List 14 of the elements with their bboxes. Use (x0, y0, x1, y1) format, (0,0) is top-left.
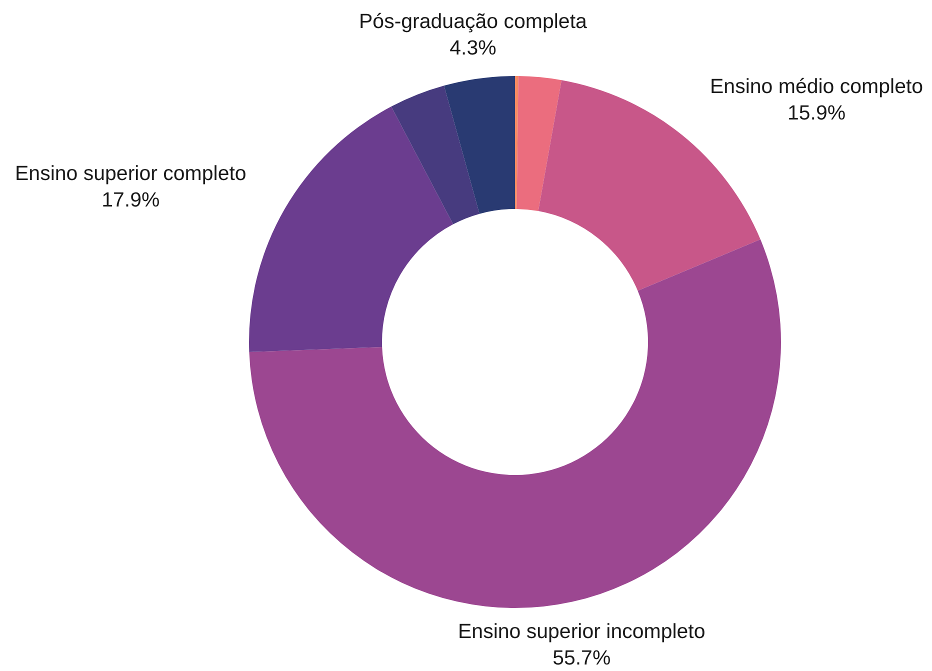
donut-slice (516, 76, 562, 212)
data-label: 15.9% (787, 102, 846, 125)
slice-label: Pós-graduação completa (359, 10, 588, 33)
donut-slice (515, 76, 518, 210)
donut-slice (444, 76, 515, 214)
data-label: 4.3% (450, 36, 496, 60)
donut-slice (249, 239, 781, 608)
slice-label: Ensino superior incompleto (458, 620, 706, 643)
donut-slice (391, 86, 480, 224)
slice-label: Ensino superior completo (15, 162, 246, 185)
data-label: 55.7% (552, 646, 611, 670)
slice-label: Ensino médio completo (710, 75, 924, 98)
data-label: 17.9% (102, 188, 160, 212)
donut-slice (249, 106, 454, 352)
